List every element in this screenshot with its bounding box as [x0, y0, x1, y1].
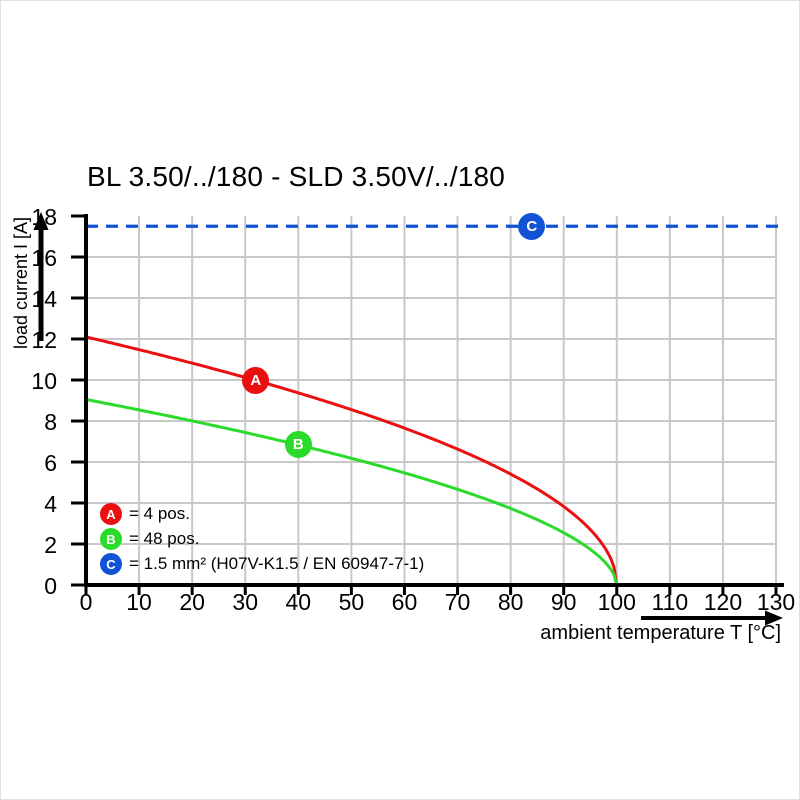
y-tick-label: 2: [44, 532, 57, 558]
x-tick-label: 60: [391, 589, 418, 615]
legend-label-b: = 48 pos.: [129, 529, 200, 548]
y-axis-arrowhead-icon: [33, 212, 49, 230]
data-series: [85, 224, 784, 586]
x-tick-label: 10: [126, 589, 152, 615]
x-tick-label: 70: [444, 589, 471, 615]
y-tick-label: 0: [44, 573, 57, 599]
axes: [71, 214, 784, 595]
x-tick-label: 30: [232, 589, 259, 615]
y-tick-label: 10: [31, 368, 57, 394]
legend-label-c: = 1.5 mm² (H07V-K1.5 / EN 60947-7-1): [129, 554, 425, 573]
legend-marker-a-icon: A: [100, 503, 122, 525]
curve-b: [85, 398, 619, 586]
x-tick-label: 100: [597, 589, 636, 615]
y-tick-label: 8: [44, 409, 57, 435]
y-tick-label: 18: [31, 204, 57, 230]
y-axis-title: load current I [A]: [11, 216, 31, 350]
y-tick-label: 6: [44, 450, 57, 476]
x-tick-label: 90: [550, 589, 577, 615]
legend-marker-b-icon: B: [100, 528, 122, 550]
chart-title: BL 3.50/../180 - SLD 3.50V/../180: [87, 161, 506, 192]
legend-marker-c-icon: C: [100, 553, 122, 575]
y-tick-label: 12: [31, 327, 57, 353]
gridlines: [86, 216, 777, 585]
y-tick-label: 16: [31, 245, 57, 271]
x-tick-label: 130: [756, 589, 796, 615]
x-axis-arrowhead-icon: [765, 610, 783, 626]
curve-a: [85, 335, 619, 586]
x-tick-label: 50: [338, 589, 365, 615]
x-tick-label: 80: [497, 589, 524, 615]
x-tick-label: 110: [651, 589, 689, 615]
x-tick-label: 20: [179, 589, 205, 615]
legend-label-a: = 4 pos.: [129, 504, 190, 523]
legend-item-a: A = 4 pos.: [100, 502, 190, 526]
legend-item-c: C = 1.5 mm² (H07V-K1.5 / EN 60947-7-1): [100, 552, 424, 576]
axis-arrows: [33, 212, 783, 626]
legend-item-b: B = 48 pos.: [100, 527, 199, 551]
x-tick-label: 40: [285, 589, 312, 615]
x-axis-title: ambient temperature T [°C]: [540, 622, 781, 644]
y-tick-label: 14: [31, 286, 57, 312]
x-tick-label: 120: [703, 589, 743, 615]
y-tick-label: 4: [44, 491, 57, 517]
x-tick-label: 0: [79, 589, 93, 615]
